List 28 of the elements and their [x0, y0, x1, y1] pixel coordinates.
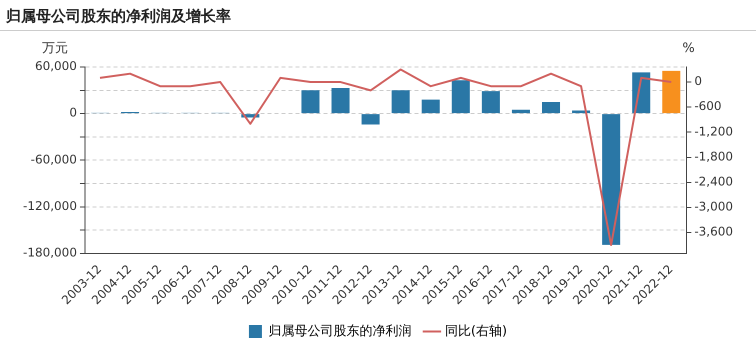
y2-tick-label: -600 — [694, 99, 722, 114]
chart-title: 归属母公司股东的净利润及增长率 — [0, 0, 756, 31]
bar — [542, 102, 560, 114]
bar — [512, 110, 530, 114]
bar — [422, 100, 440, 114]
y2-tick-label: -2,400 — [694, 174, 734, 188]
bar — [602, 114, 620, 245]
legend-label: 同比(右轴) — [444, 324, 508, 339]
y2-axis-title: % — [682, 40, 695, 56]
y2-tick-label: -1,200 — [694, 124, 734, 138]
bar — [452, 80, 470, 114]
y-axis-title: 万元 — [42, 40, 68, 56]
y-tick-label: 0 — [69, 106, 77, 120]
bar — [662, 70, 680, 114]
bar — [392, 90, 410, 114]
y2-tick-label: -1,800 — [694, 149, 734, 164]
y-tick-label: 60,000 — [34, 59, 77, 74]
y2-tick-label: -3,600 — [694, 224, 734, 239]
y-tick-label: -60,000 — [30, 152, 77, 166]
y2-tick-label: 0 — [694, 74, 702, 88]
bar — [362, 114, 380, 124]
y-tick-label: -180,000 — [23, 245, 77, 260]
bar — [332, 88, 350, 114]
bar — [482, 91, 500, 114]
legend-label: 归属母公司股东的净利润 — [268, 324, 412, 339]
y2-tick-label: -3,000 — [694, 200, 734, 214]
bar — [301, 90, 320, 114]
y-tick-label: -120,000 — [23, 198, 77, 213]
